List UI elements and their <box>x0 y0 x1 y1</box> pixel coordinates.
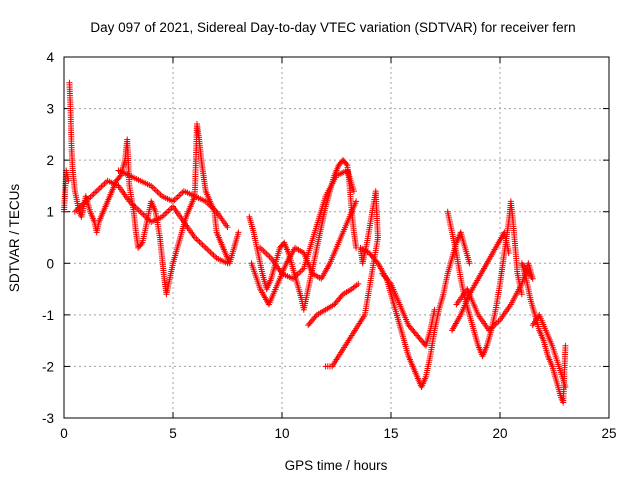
data-point <box>343 161 350 168</box>
data-point <box>257 244 264 251</box>
data-point <box>210 252 217 259</box>
data-point <box>193 235 200 242</box>
data-point <box>263 250 270 257</box>
data-point <box>140 211 147 218</box>
data-point <box>152 187 159 194</box>
data-point <box>176 192 183 199</box>
data-point <box>103 179 110 186</box>
data-point <box>205 247 212 254</box>
data-point <box>135 207 142 214</box>
data-point <box>162 210 169 217</box>
data-point <box>155 190 162 197</box>
y-tick-label: 4 <box>46 50 54 65</box>
data-point <box>89 192 96 199</box>
data-point <box>65 177 72 184</box>
data-point <box>90 191 97 198</box>
data-point <box>202 244 209 251</box>
data-point <box>355 280 362 287</box>
data-point <box>264 252 271 259</box>
data-point <box>261 249 268 256</box>
data-point <box>138 240 145 247</box>
data-point <box>505 249 512 256</box>
data-point <box>93 188 100 195</box>
data-point <box>562 384 569 391</box>
data-point <box>194 237 201 244</box>
y-tick-label: -3 <box>42 411 54 426</box>
data-point <box>174 193 181 200</box>
data-point <box>95 186 102 193</box>
data-point <box>201 243 208 250</box>
x-tick-label: 25 <box>601 426 616 441</box>
data-point <box>208 250 215 257</box>
grid-lines <box>64 57 609 418</box>
x-tick-label: 15 <box>383 426 398 441</box>
data-point <box>297 268 304 275</box>
data-point <box>163 209 170 216</box>
x-axis-label: GPS time / hours <box>285 458 388 473</box>
data-point <box>562 342 569 349</box>
data-points <box>61 79 569 406</box>
data-point <box>235 229 242 236</box>
data-point <box>137 208 144 215</box>
data-point <box>151 185 158 192</box>
data-point <box>198 240 205 247</box>
data-point <box>266 253 273 260</box>
data-point <box>260 247 267 254</box>
data-point <box>92 189 99 196</box>
data-point <box>312 313 319 320</box>
y-tick-label: 0 <box>46 256 54 271</box>
data-point <box>138 210 145 217</box>
data-point <box>96 185 103 192</box>
data-point <box>99 182 106 189</box>
data-point <box>495 318 502 325</box>
data-point <box>489 324 496 331</box>
data-point <box>353 198 360 205</box>
y-tick-label: -2 <box>42 359 54 374</box>
data-point <box>171 196 178 203</box>
data-point <box>196 238 203 245</box>
data-point <box>166 206 173 213</box>
x-tick-label: 0 <box>60 426 68 441</box>
y-tick-label: 1 <box>46 205 54 220</box>
data-point <box>207 249 214 256</box>
data-point <box>296 269 303 276</box>
data-point <box>179 189 186 196</box>
y-tick-label: -1 <box>42 308 54 323</box>
data-point <box>518 291 525 298</box>
y-axis-label: SDTVAR / TECUs <box>7 184 22 293</box>
data-point <box>224 224 231 231</box>
x-tick-label: 20 <box>492 426 507 441</box>
data-point <box>431 306 438 313</box>
data-point <box>493 319 500 326</box>
data-point <box>204 246 211 253</box>
plot-frame <box>63 56 610 419</box>
data-point <box>386 279 393 286</box>
y-tick-label: 2 <box>46 153 54 168</box>
data-point <box>224 260 231 267</box>
y-tick-label: 3 <box>46 102 54 117</box>
data-point <box>154 188 161 195</box>
x-tick-label: 10 <box>274 426 289 441</box>
data-point <box>466 260 473 267</box>
data-point <box>129 201 136 208</box>
chart-title: Day 097 of 2021, Sidereal Day-to-day VTE… <box>90 20 575 35</box>
data-point <box>116 173 123 180</box>
data-point <box>134 205 141 212</box>
data-point <box>350 188 357 195</box>
data-point <box>87 193 94 200</box>
data-point <box>338 292 345 299</box>
data-point <box>98 183 105 190</box>
data-point <box>373 258 380 265</box>
data-point <box>199 241 206 248</box>
x-tick-label: 5 <box>169 426 177 441</box>
data-point <box>165 207 172 214</box>
